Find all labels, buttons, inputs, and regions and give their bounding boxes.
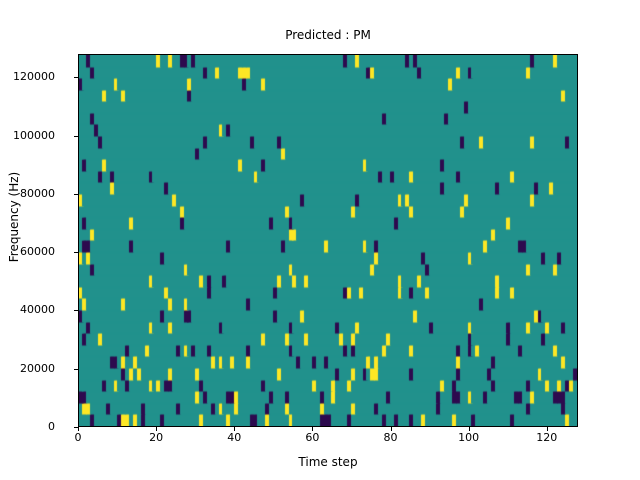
page-title: Predicted : PM [285, 28, 371, 42]
x-tick-label: 20 [149, 431, 164, 444]
x-tick-mark [234, 427, 236, 431]
x-tick-mark [156, 427, 158, 431]
y-tick-mark [74, 310, 78, 312]
x-tick-mark [468, 427, 470, 431]
y-tick-mark [74, 368, 78, 370]
y-tick-label: 80000 [20, 186, 55, 200]
x-tick-mark [312, 427, 314, 431]
y-tick-label: 0 [48, 420, 55, 433]
x-tick-label: 0 [74, 431, 82, 444]
x-tick-label: 80 [383, 431, 398, 444]
x-tick-label: 60 [305, 431, 320, 444]
y-tick-label: 20000 [20, 361, 55, 375]
y-tick-label: 60000 [20, 245, 55, 259]
x-axis-label: Time step [298, 455, 358, 469]
y-tick-label: 100000 [13, 128, 55, 142]
y-tick-mark [74, 77, 78, 79]
x-tick-label: 100 [458, 431, 480, 444]
y-tick-mark [74, 135, 78, 137]
y-tick-label: 40000 [20, 303, 55, 317]
y-tick-mark [74, 252, 78, 254]
x-tick-label: 120 [536, 431, 558, 444]
x-tick-mark [390, 427, 392, 431]
y-tick-label: 120000 [13, 70, 55, 84]
heatmap-plot-area [78, 54, 578, 427]
x-tick-label: 40 [227, 431, 242, 444]
heatmap-image [79, 55, 577, 426]
y-axis-label: Frequency (Hz) [7, 171, 21, 263]
y-tick-mark [74, 193, 78, 195]
y-tick-mark [74, 427, 78, 428]
x-tick-mark [78, 427, 79, 431]
x-tick-mark [546, 427, 548, 431]
